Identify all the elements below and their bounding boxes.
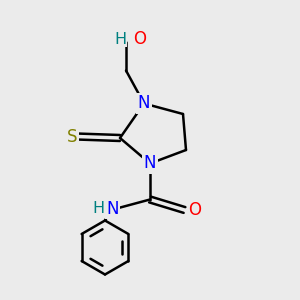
Text: H: H (92, 201, 104, 216)
Text: O: O (188, 201, 202, 219)
Text: N: N (106, 200, 119, 217)
Text: N: N (144, 154, 156, 172)
Text: O: O (133, 30, 146, 48)
Text: H: H (115, 32, 127, 46)
Text: N: N (138, 94, 150, 112)
Text: S: S (67, 128, 77, 146)
